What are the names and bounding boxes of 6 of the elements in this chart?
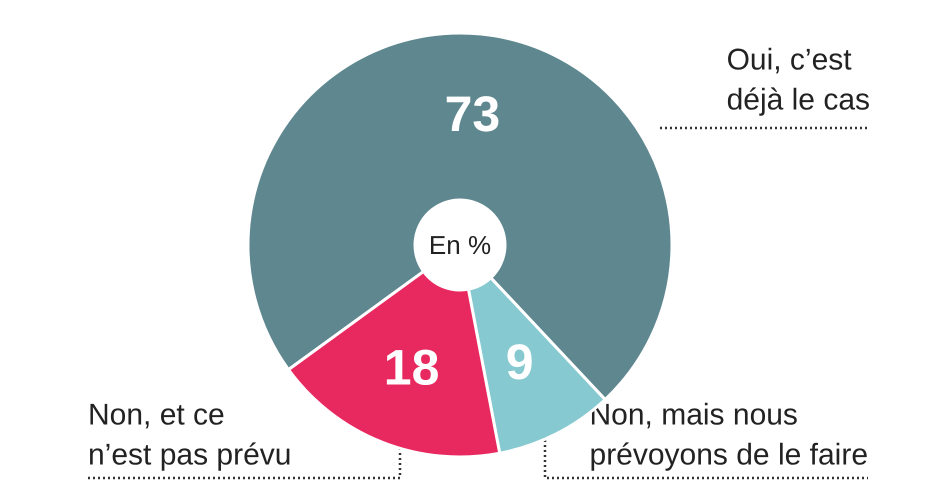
data-label: 73 (444, 86, 500, 142)
data-label: 18 (384, 339, 440, 396)
slice-label: Non, et ce n’est pas prévu (88, 398, 292, 472)
text: En % (428, 230, 492, 260)
data-label: 9 (506, 334, 534, 390)
slice-label: Oui, c’est déjà le cas (726, 44, 870, 116)
